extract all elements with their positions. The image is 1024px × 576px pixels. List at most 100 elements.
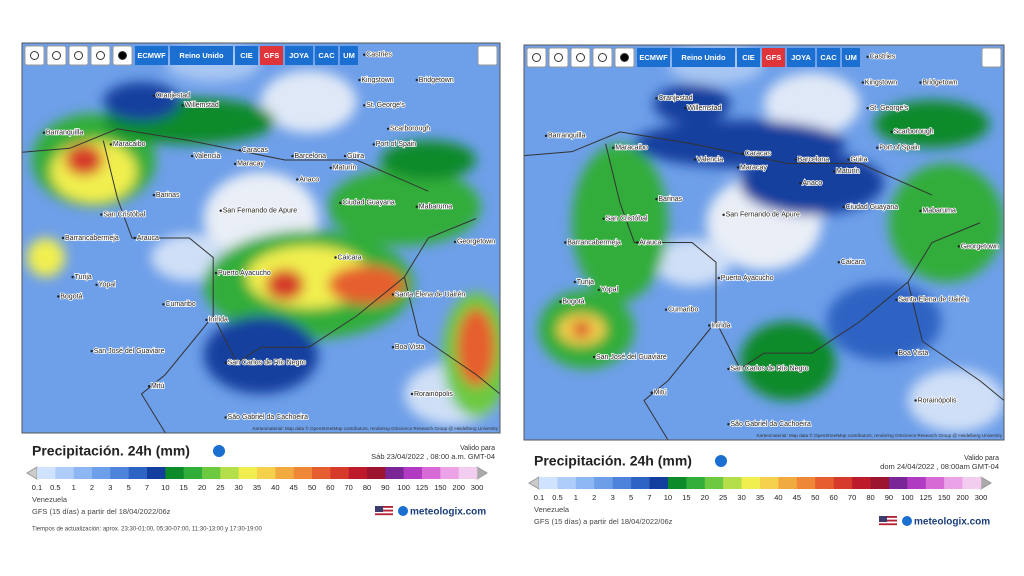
model-label: CIE [240,51,253,60]
model-label: JOYA [791,53,811,62]
tool-button[interactable] [570,47,591,68]
tool-button[interactable] [90,45,111,66]
place-label: Maracay [740,164,767,171]
place-label: Yopal [601,287,619,294]
legend-title: Precipitación. 24h (mm) [32,443,190,459]
scale-label: 5 [127,483,131,492]
place-label: Inírida [711,322,731,329]
place-label: Maracaibo [113,141,146,148]
info-icon[interactable] [715,455,727,467]
share-button[interactable] [477,45,498,66]
model-button[interactable] [135,46,168,65]
place-label: Kingstown [865,79,897,86]
place-dot [919,209,922,213]
place-dot [372,143,375,146]
scale-label: 100 [901,493,914,502]
scale-label: 2 [592,493,596,502]
model-button[interactable] [842,48,860,67]
brand[interactable]: meteologix.com [410,507,486,518]
scale-swatch [440,467,459,479]
place-label: Bridgetown [419,77,454,84]
brand[interactable]: meteologix.com [914,517,990,528]
place-label: Santa Elena de Uairén [898,297,969,304]
place-dot [684,107,687,110]
scale-swatch [557,477,577,489]
tool-button[interactable] [526,47,547,68]
place-dot [224,361,227,364]
flag-stripe [879,525,897,527]
model-button[interactable] [737,48,760,67]
model-button[interactable] [637,48,670,67]
place-label: Oranjestad [658,95,692,102]
place-dot [391,293,395,296]
place-label: Bogotá [562,299,584,306]
place-dot [544,134,548,138]
place-dot [664,308,668,311]
scale-swatch [686,477,706,489]
scale-swatch [631,477,650,489]
place-label: St. George's [366,102,405,109]
scale-swatch [275,467,294,479]
model-button[interactable] [787,48,815,67]
place-label: Güira [850,156,867,163]
place-label: Barrancabermeja [65,235,119,242]
place-dot [205,318,208,322]
place-label: Yopal [98,282,116,289]
valid-label: Valido para [964,455,999,462]
model-button[interactable] [260,46,283,65]
place-dot [842,205,845,209]
place-dot [708,324,711,327]
border [140,315,214,433]
map: Castries Kingstown Bridgetown St. George's O… [524,45,1004,440]
place-label: Puerto Ayacucho [721,275,774,282]
model-button[interactable] [315,46,338,65]
scale-swatch [815,477,834,489]
rain-layer [26,43,500,426]
place-dot [799,182,802,185]
place-dot [655,97,658,100]
scale-label: 40 [774,493,782,502]
model-button[interactable] [762,48,785,67]
scale-label: 60 [326,483,334,492]
rain-layer [538,45,1004,433]
place-label: São Gabriel da Cachoeira [228,414,309,421]
place-dot [95,283,98,286]
tool-button[interactable] [68,45,89,66]
model-button[interactable] [672,48,735,67]
info-icon[interactable] [213,445,225,457]
model-button[interactable] [340,46,358,65]
rain-area [380,140,477,180]
model-button[interactable] [817,48,840,67]
scale-swatch [183,467,203,479]
attribution: Kartenmaterial: Map data © OpenStreetMap… [252,425,498,431]
tool-button[interactable] [46,45,67,66]
tool-icon [532,53,541,62]
place-label: Port of Spain [879,145,920,152]
scale-swatch [238,467,258,479]
dry-area [908,368,1004,433]
place-dot [100,213,103,216]
model-label: UM [343,51,355,60]
model-button[interactable] [170,46,233,65]
place-label: Tunja [75,274,92,281]
scale-label: 200 [956,493,969,502]
share-button[interactable] [981,47,1002,68]
tool-button[interactable] [548,47,569,68]
model-button[interactable] [285,46,313,65]
border [22,128,429,192]
tool-button[interactable] [24,45,45,66]
scale-swatch [293,467,313,479]
rain-area [653,84,731,124]
tool-icon [620,53,629,62]
map: Castries Kingstown Bridgetown St. George's O… [22,43,500,433]
place-dot [727,423,730,426]
scale-swatch [92,467,111,479]
place-dot [147,385,151,388]
scale-swatch [852,477,871,489]
place-dot [919,81,922,84]
tool-button[interactable] [592,47,613,68]
place-label: Rorainópolis [918,397,957,404]
place-dot [564,241,567,244]
place-dot [343,154,347,158]
model-button[interactable] [235,46,258,65]
